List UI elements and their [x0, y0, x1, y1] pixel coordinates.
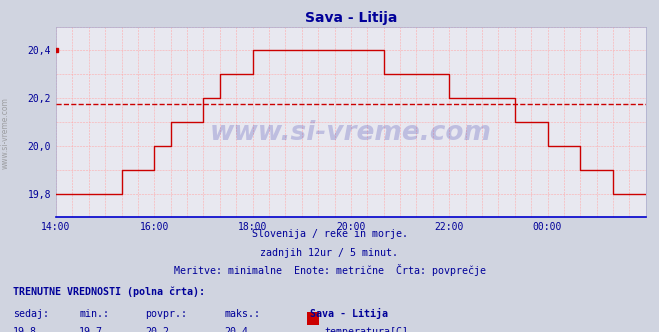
Text: min.:: min.: — [79, 309, 109, 319]
Text: 19,8: 19,8 — [13, 327, 37, 332]
Text: maks.:: maks.: — [224, 309, 260, 319]
Text: TRENUTNE VREDNOSTI (polna črta):: TRENUTNE VREDNOSTI (polna črta): — [13, 287, 205, 297]
Text: Meritve: minimalne  Enote: metrične  Črta: povprečje: Meritve: minimalne Enote: metrične Črta:… — [173, 264, 486, 276]
Text: Sava - Litija: Sava - Litija — [310, 308, 387, 319]
Text: www.si-vreme.com: www.si-vreme.com — [1, 97, 10, 169]
Text: temperatura[C]: temperatura[C] — [324, 327, 408, 332]
Text: Slovenija / reke in morje.: Slovenija / reke in morje. — [252, 229, 407, 239]
Text: zadnjih 12ur / 5 minut.: zadnjih 12ur / 5 minut. — [260, 248, 399, 258]
Text: povpr.:: povpr.: — [145, 309, 187, 319]
Text: 19,7: 19,7 — [79, 327, 103, 332]
Text: 20,2: 20,2 — [145, 327, 169, 332]
Text: sedaj:: sedaj: — [13, 309, 49, 319]
Text: 20,4: 20,4 — [224, 327, 248, 332]
Text: www.si-vreme.com: www.si-vreme.com — [210, 121, 492, 146]
Title: Sava - Litija: Sava - Litija — [304, 11, 397, 25]
